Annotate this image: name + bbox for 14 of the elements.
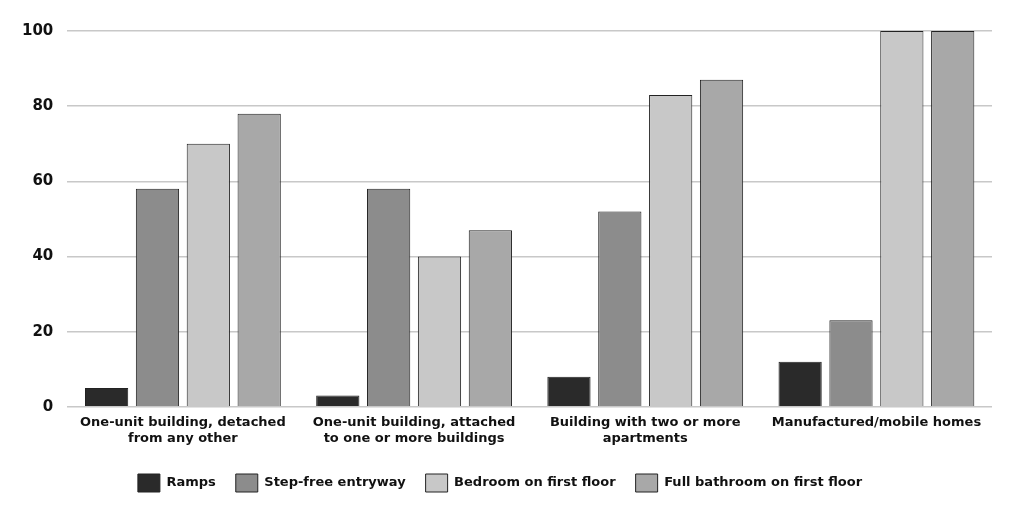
y-tick-label: 100: [22, 20, 54, 39]
x-tick-label: One-unit building, attached to one or more buildings: [312, 413, 516, 445]
y-tick-label: 40: [32, 246, 54, 265]
x-tick-label: Manufactured/mobile homes: [771, 413, 982, 429]
y-tick-label: 60: [32, 171, 54, 190]
legend-label: Bedroom on first floor: [454, 474, 617, 490]
legend-label: Full bathroom on first floor: [664, 474, 863, 490]
legend-label: Step-free entryway: [264, 474, 407, 490]
y-tick-label: 0: [42, 396, 54, 415]
y-tick-label: 80: [32, 96, 54, 115]
y-tick-label: 20: [32, 321, 54, 340]
legend-label: Ramps: [166, 474, 217, 490]
x-tick-label: One-unit building, detached from any other: [80, 413, 286, 445]
x-tick-label: Building with two or more apartments: [549, 413, 741, 445]
